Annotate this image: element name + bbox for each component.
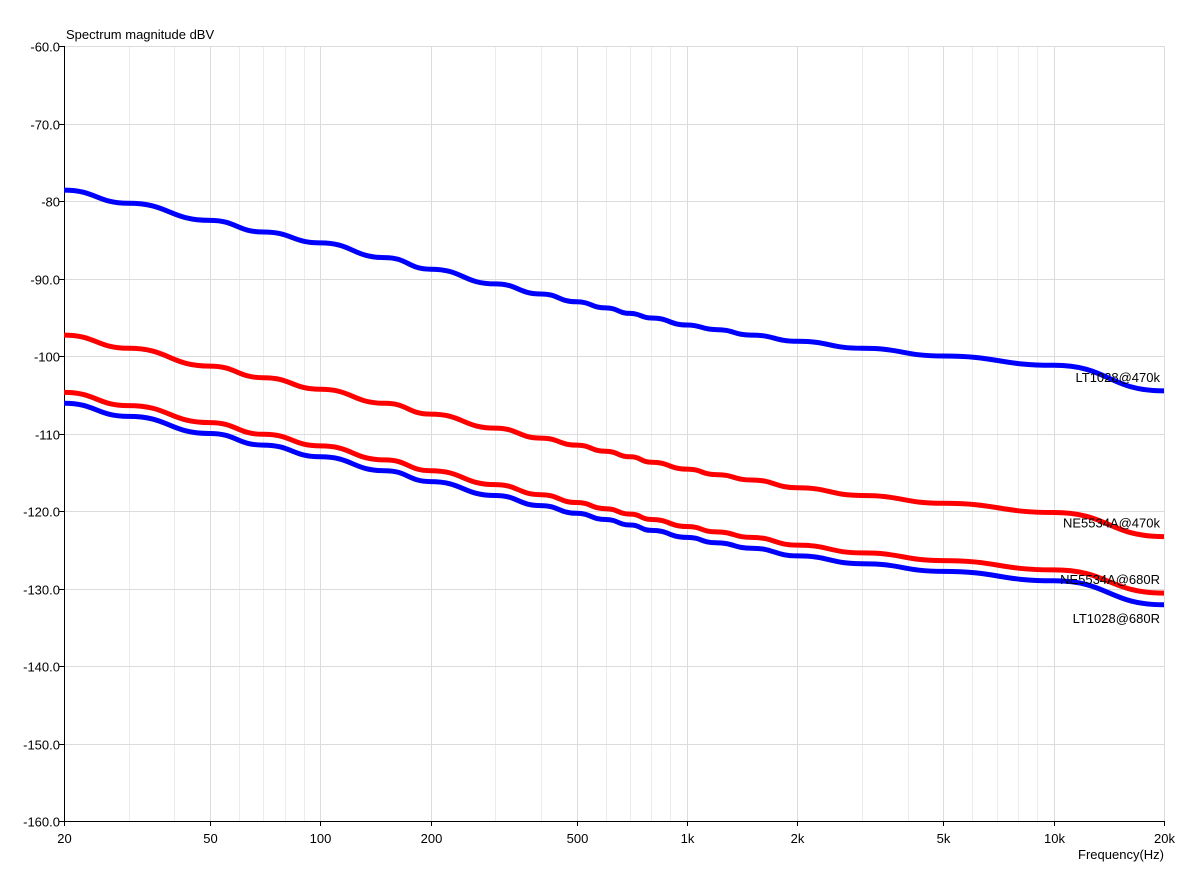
x-tick-label: 500 <box>567 831 589 846</box>
x-axis-label: Frequency(Hz) <box>1078 847 1164 862</box>
y-axis-label: Spectrum magnitude dBV <box>66 27 214 42</box>
series-labels: LT1028@470k NE5534A@470k NE5534A@680R LT102… <box>1060 370 1160 626</box>
x-tick-label: 20k <box>1154 831 1175 846</box>
axes: 20 50 100 200 500 1k 2k 5k 10k 20k -60.0 -70.0 -80 -9… <box>23 40 1175 847</box>
y-tick-label: -140.0 <box>23 660 60 675</box>
series-label: NE5534A@470k <box>1063 516 1161 531</box>
y-tick-label: -60.0 <box>30 40 60 55</box>
y-tick-label: -70.0 <box>30 118 60 133</box>
y-tick-label: -130.0 <box>23 583 60 598</box>
series-lines <box>63 187 1165 608</box>
x-tick-label: 200 <box>421 831 443 846</box>
series-label: LT1028@470k <box>1075 370 1160 385</box>
x-tick-label: 2k <box>791 831 805 846</box>
series-line-LT1028@470k <box>63 187 1165 394</box>
x-tick-label: 50 <box>203 831 217 846</box>
y-tick-label: -100 <box>34 350 60 365</box>
x-tick-label: 100 <box>310 831 332 846</box>
y-tick-label: -150.0 <box>23 738 60 753</box>
series-label: LT1028@680R <box>1073 611 1160 626</box>
series-line-NE5534A@470k <box>63 332 1165 540</box>
x-tick-label: 20 <box>57 831 71 846</box>
y-tick-label: -120.0 <box>23 505 60 520</box>
series-line-NE5534A@680R <box>63 389 1165 596</box>
y-tick-label: -90.0 <box>30 273 60 288</box>
series-label: NE5534A@680R <box>1060 572 1160 587</box>
grid <box>64 46 1165 822</box>
y-tick-label: -80 <box>41 195 60 210</box>
y-tick-label: -160.0 <box>23 815 60 830</box>
x-tick-label: 1k <box>681 831 695 846</box>
series-line-LT1028@680R <box>63 400 1165 608</box>
x-tick-label: 10k <box>1044 831 1065 846</box>
y-tick-label: -110 <box>35 428 60 443</box>
x-tick-label: 5k <box>937 831 951 846</box>
